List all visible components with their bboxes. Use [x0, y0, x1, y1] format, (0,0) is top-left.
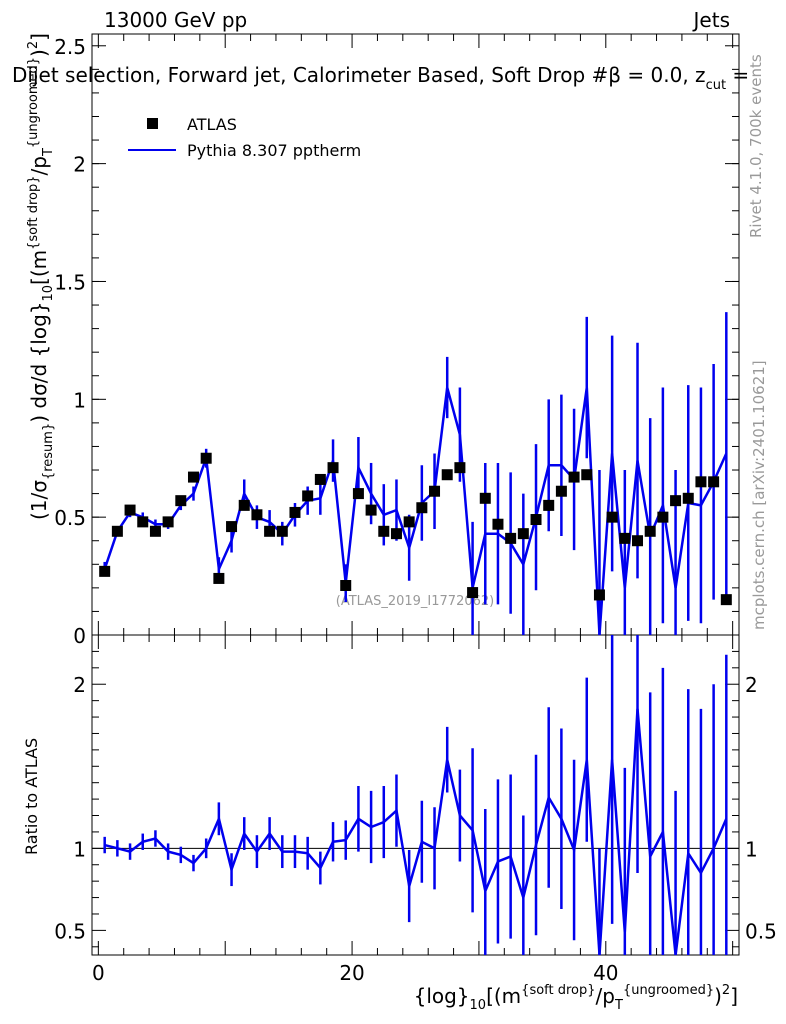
data-point — [327, 462, 339, 474]
legend: ATLAS Pythia 8.307 pptherm — [128, 115, 361, 160]
data-point — [593, 589, 605, 601]
x-tick-label: 20 — [339, 961, 364, 985]
ratio-panel-frame — [91, 634, 740, 956]
plot-title-tail: = — [726, 63, 749, 87]
ratio-y-axis-label: Ratio to ATLAS — [22, 738, 41, 855]
data-point — [644, 525, 656, 537]
data-point — [416, 502, 428, 514]
data-point — [302, 490, 314, 502]
data-point — [517, 528, 529, 540]
data-point — [454, 462, 466, 474]
main-y-tick-label: 1.5 — [54, 270, 86, 294]
legend-data-label: ATLAS — [187, 115, 237, 134]
data-point — [479, 492, 491, 504]
energy-label: 13000 GeV pp — [104, 8, 247, 32]
data-point — [226, 521, 238, 533]
data-point — [352, 488, 364, 500]
data-point — [162, 516, 174, 528]
data-point — [289, 506, 301, 518]
plot-title-main: Dijet selection, Forward jet, Calorimete… — [12, 63, 706, 87]
data-point — [314, 473, 326, 485]
data-point — [619, 532, 631, 544]
data-point — [429, 485, 441, 497]
main-y-tick-label: 1 — [73, 388, 86, 412]
data-point — [340, 580, 352, 592]
data-point — [708, 476, 720, 488]
data-point — [720, 594, 732, 606]
x-tick-label: 0 — [92, 961, 105, 985]
x-axis-label: {log}10[(m{soft drop}/pT{ungroomed})2] — [414, 983, 738, 1013]
data-point — [670, 495, 682, 507]
data-point — [276, 525, 288, 537]
data-point — [441, 469, 453, 481]
ratio-y-tick-label-right: 0.5 — [745, 919, 777, 943]
data-point — [378, 525, 390, 537]
data-point — [505, 532, 517, 544]
x-tick-label: 40 — [593, 961, 618, 985]
main-y-axis-label: (1/σ{resum}) dσ/d {log}10[(m{soft drop}/… — [26, 33, 56, 520]
data-point — [124, 504, 136, 516]
data-point — [111, 525, 123, 537]
data-point — [264, 525, 276, 537]
data-point — [581, 469, 593, 481]
main-y-tick-label: 2 — [73, 153, 86, 177]
legend-mc-label: Pythia 8.307 pptherm — [187, 141, 361, 160]
data-point — [543, 499, 555, 511]
data-point — [555, 485, 567, 497]
data-point — [390, 528, 402, 540]
data-point — [213, 572, 225, 584]
data-point — [467, 587, 479, 599]
data-point — [365, 504, 377, 516]
main-axis-ticks: 0 0.5 1 1.5 2 2.5 — [54, 35, 739, 648]
ratio-y-tick-label-right: 2 — [745, 673, 758, 697]
analysis-watermark: (ATLAS_2019_I1772062) — [336, 594, 494, 609]
data-point — [175, 495, 187, 507]
ratio-line — [104, 708, 728, 956]
x-axis-ticks: 0 20 40 — [92, 34, 734, 985]
jets-label: Jets — [692, 8, 730, 32]
mc-line — [103, 387, 728, 636]
data-point — [606, 511, 618, 523]
ratio-y-tick-label: 2 — [73, 673, 86, 697]
data-point — [149, 525, 161, 537]
data-point — [251, 509, 263, 521]
ratio-mc-series — [103, 635, 728, 956]
data-point — [187, 471, 199, 483]
ratio-y-tick-label: 1 — [73, 837, 86, 861]
data-point — [657, 511, 669, 523]
data-point — [200, 452, 212, 464]
data-point — [530, 514, 542, 526]
ratio-y-tick-label: 0.5 — [54, 919, 86, 943]
ratio-axis-ticks: 0.5 0.5 1 1 2 2 — [54, 650, 777, 948]
plot-title-sub: cut — [706, 78, 726, 93]
main-y-tick-label: 0.5 — [54, 506, 86, 530]
mcplots-label: mcplots.cern.ch [arXiv:2401.10621] — [750, 360, 768, 630]
ratio-y-tick-label-right: 1 — [745, 837, 758, 861]
data-point — [403, 516, 415, 528]
data-point — [568, 471, 580, 483]
data-point — [632, 535, 644, 547]
main-y-tick-label: 2.5 — [54, 35, 86, 59]
main-y-tick-label: 0 — [73, 624, 86, 648]
rivet-label: Rivet 4.1.0, 700k events — [747, 54, 765, 238]
data-point — [99, 565, 111, 577]
data-point — [137, 516, 149, 528]
data-point — [492, 518, 504, 530]
plot-title: Dijet selection, Forward jet, Calorimete… — [12, 63, 749, 93]
data-point — [695, 476, 707, 488]
legend-data-marker — [147, 118, 158, 129]
data-point — [682, 492, 694, 504]
data-point — [238, 499, 250, 511]
main-data-series — [99, 452, 732, 606]
